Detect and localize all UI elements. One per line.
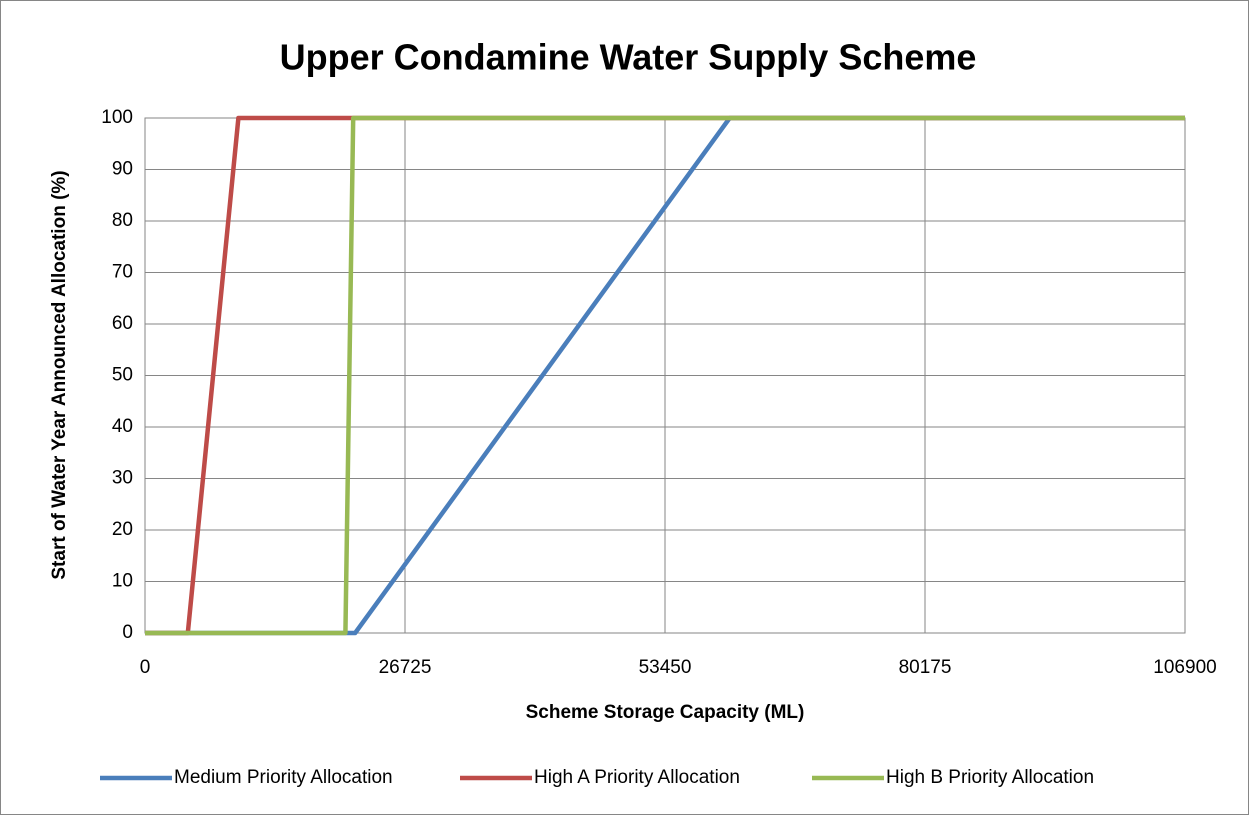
x-tick-label: 80175 (899, 657, 952, 678)
chart-title: Upper Condamine Water Supply Scheme (280, 37, 977, 78)
y-tick-label: 30 (112, 468, 133, 489)
y-tick-label: 90 (112, 159, 133, 180)
x-tick-label: 106900 (1153, 657, 1216, 678)
y-tick-label: 20 (112, 519, 133, 540)
legend-label: Medium Priority Allocation (174, 767, 393, 788)
legend-label: High B Priority Allocation (886, 767, 1094, 788)
y-tick-label: 10 (112, 571, 133, 592)
x-tick-label: 53450 (639, 657, 692, 678)
line-series (145, 115, 1185, 636)
y-tick-label: 60 (112, 313, 133, 334)
y-tick-label: 80 (112, 210, 133, 231)
y-tick-label: 50 (112, 365, 133, 386)
legend-label: High A Priority Allocation (534, 767, 740, 788)
y-tick-label: 40 (112, 416, 133, 437)
y-axis-label: Start of Water Year Announced Allocation… (49, 170, 70, 579)
y-tick-label: 70 (112, 262, 133, 283)
x-axis-label: Scheme Storage Capacity (ML) (526, 702, 805, 723)
y-tick-label: 0 (122, 622, 133, 643)
x-tick-label: 0 (140, 657, 151, 678)
x-tick-label: 26725 (379, 657, 432, 678)
y-tick-label: 100 (101, 107, 133, 128)
